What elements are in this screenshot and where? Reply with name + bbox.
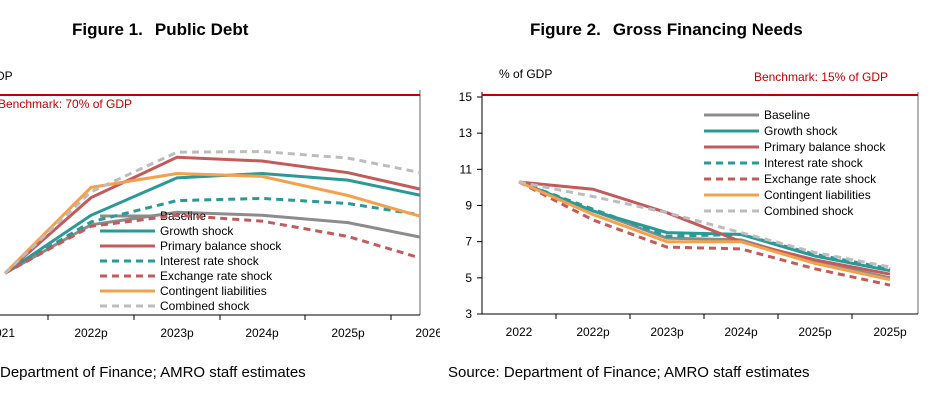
- series-line-combined-shock: [3, 149, 420, 275]
- x-tick-label: 2023p: [650, 325, 684, 339]
- y-tick-label: 9: [465, 199, 472, 213]
- y-axis-title: % of GDP: [499, 67, 552, 81]
- x-tick-label: 2025p: [331, 326, 365, 340]
- figure-2-source: Source: Department of Finance; AMRO staf…: [448, 364, 810, 381]
- y-axis-title: DP: [0, 69, 13, 83]
- benchmark-label: Benchmark: 15% of GDP: [754, 70, 888, 84]
- figure-1-source: Department of Finance; AMRO staff estima…: [0, 364, 306, 381]
- legend-label: Primary balance shock: [160, 239, 282, 253]
- x-tick-label: 2023p: [160, 326, 194, 340]
- figure-1-name: Public Debt: [154, 20, 249, 39]
- y-tick-label: 11: [460, 162, 473, 176]
- y-tick-label: 7: [465, 235, 472, 249]
- figure-1-number: Figure 1.: [72, 20, 143, 39]
- legend-label: Growth shock: [764, 124, 838, 138]
- legend-label: Baseline: [764, 108, 810, 122]
- legend-label: Contingent liabilities: [160, 284, 267, 298]
- legend-label: Combined shock: [160, 299, 250, 313]
- series-line-exchange-rate-shock: [518, 180, 891, 287]
- series-line-primary-balance-shock: [518, 180, 891, 276]
- y-tick-label: 15: [459, 90, 473, 104]
- series-line-contingent-liabilities: [3, 171, 420, 275]
- figure-1-title: Figure 1. Public Debt: [72, 20, 248, 40]
- y-tick-label: 3: [465, 307, 472, 321]
- benchmark-label: Benchmark: 70% of GDP: [0, 97, 132, 111]
- x-tick-label: 2025p: [798, 325, 832, 339]
- series-line-interest-rate-shock: [518, 180, 891, 271]
- legend-label: Exchange rate shock: [764, 172, 877, 186]
- x-tick-label: 2025p: [873, 325, 907, 339]
- figure-2-title: Figure 2. Gross Financing Needs: [530, 20, 803, 40]
- x-tick-label: 2026p: [415, 326, 440, 340]
- series-line-combined-shock: [518, 180, 891, 269]
- series-line-baseline: [4, 210, 420, 275]
- figure-2-name: Gross Financing Needs: [612, 20, 803, 39]
- x-tick-label: 2022p: [74, 326, 108, 340]
- x-tick-label: 2024p: [724, 325, 758, 339]
- x-tick-label: 2024p: [245, 326, 279, 340]
- legend-label: Interest rate shock: [764, 156, 864, 170]
- public-debt-chart: 021 2022p 2023p 2024p 2025p 2026p DP Benchmark:…: [0, 69, 440, 340]
- series-line-contingent-liabilities: [518, 180, 891, 282]
- legend-label: Combined shock: [764, 204, 854, 218]
- legend-label: Exchange rate shock: [160, 269, 273, 283]
- series-line-primary-balance-shock: [4, 155, 420, 275]
- gross-financing-needs-chart: 2022 2022p 2023p 2024p 2025p 2025p 3 5 7 9 11 13 15%…: [459, 67, 919, 339]
- x-tick-label: 2022p: [576, 325, 610, 339]
- y-tick-label: 13: [459, 126, 473, 140]
- x-tick-label: 021: [0, 326, 15, 340]
- legend-label: Baseline: [160, 209, 206, 223]
- figure-2-number: Figure 2.: [530, 20, 601, 39]
- legend-label: Contingent liabilities: [764, 188, 871, 202]
- x-tick-label: 2022: [506, 325, 533, 339]
- series-line-interest-rate-shock: [4, 196, 420, 275]
- y-tick-label: 5: [465, 271, 472, 285]
- legend-label: Growth shock: [160, 224, 234, 238]
- legend-label: Interest rate shock: [160, 254, 260, 268]
- legend-label: Primary balance shock: [764, 140, 886, 154]
